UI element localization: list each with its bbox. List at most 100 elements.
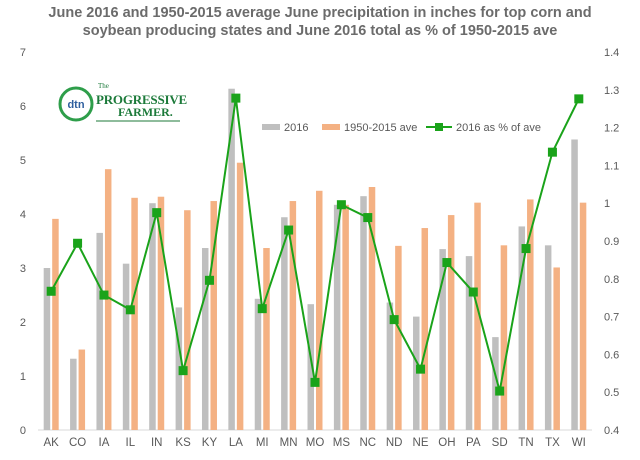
y-right-tick-label: 0.6 bbox=[604, 349, 619, 361]
y-left-tick-label: 5 bbox=[20, 155, 26, 167]
chart-title: June 2016 and 1950-2015 average June pre… bbox=[0, 4, 640, 40]
category-label-la: LA bbox=[229, 437, 243, 449]
dtn-badge-text: dtn bbox=[67, 99, 84, 111]
category-label-ks: KS bbox=[175, 437, 191, 449]
bar-2016-co bbox=[70, 358, 77, 430]
percent-marker-pa bbox=[468, 287, 478, 297]
chart-title-line-2: soybean producing states and June 2016 t… bbox=[82, 23, 558, 39]
y-right-tick-label: 0.9 bbox=[604, 236, 619, 248]
y-left-tick-label: 4 bbox=[20, 209, 26, 221]
logo-progressive: PROGRESSIVE bbox=[96, 92, 187, 107]
percent-marker-ms bbox=[336, 200, 346, 210]
bar-2016-mn bbox=[281, 217, 288, 430]
bar-ave-oh bbox=[447, 215, 455, 430]
percent-marker-ia bbox=[99, 290, 109, 300]
category-label-tn: TN bbox=[518, 437, 533, 449]
bar-2016-in bbox=[149, 203, 156, 430]
percent-marker-la bbox=[231, 93, 241, 103]
bar-ave-mn bbox=[289, 201, 297, 430]
category-label-sd: SD bbox=[492, 437, 508, 449]
bar-ave-ia bbox=[104, 169, 112, 430]
percent-marker-ky bbox=[204, 275, 214, 285]
bar-ave-mo bbox=[316, 190, 323, 430]
bar-2016-pa bbox=[465, 256, 473, 430]
category-label-mi: MI bbox=[256, 437, 269, 449]
bar-2016-ky bbox=[201, 248, 209, 430]
bar-ave-wi bbox=[579, 202, 587, 430]
legend-label-ave: 1950-2015 ave bbox=[344, 122, 417, 134]
percent-marker-nc bbox=[363, 213, 373, 223]
bar-ave-co bbox=[78, 349, 86, 430]
y-left-tick-label: 3 bbox=[20, 263, 26, 275]
bar-ave-sd bbox=[500, 245, 508, 430]
percent-marker-oh bbox=[442, 258, 452, 268]
legend-marker-pct bbox=[435, 123, 443, 131]
category-label-co: CO bbox=[69, 437, 86, 449]
category-label-tx: TX bbox=[545, 437, 560, 449]
category-label-il: IL bbox=[126, 437, 136, 449]
category-label-mn: MN bbox=[280, 437, 298, 449]
bar-ave-tx bbox=[553, 267, 560, 430]
category-label-oh: OH bbox=[438, 437, 455, 449]
bar-2016-wi bbox=[571, 139, 578, 431]
percent-marker-mi bbox=[257, 304, 267, 314]
y-right-tick-label: 1.3 bbox=[604, 85, 619, 97]
percent-marker-mn bbox=[284, 225, 294, 235]
legend-label-pct: 2016 as % of ave bbox=[456, 122, 541, 134]
y-right-tick-label: 0.5 bbox=[604, 387, 619, 399]
y-right-tick-label: 1.2 bbox=[604, 123, 619, 135]
bar-2016-il bbox=[122, 263, 130, 430]
y-left-tick-label: 6 bbox=[20, 101, 26, 113]
logo-the: The bbox=[98, 82, 109, 90]
dtn-progressive-farmer-logo: dtn The PROGRESSIVE FARMER. bbox=[58, 82, 187, 122]
category-label-pa: PA bbox=[466, 437, 481, 449]
y-right-tick-label: 1.4 bbox=[604, 47, 619, 59]
y-left-tick-label: 1 bbox=[20, 371, 26, 383]
category-label-mo: MO bbox=[306, 437, 325, 449]
dtn-badge-circle bbox=[58, 86, 94, 122]
bar-ave-ks bbox=[184, 210, 191, 430]
y-right-tick-label: 0.7 bbox=[604, 312, 619, 324]
category-label-wi: WI bbox=[572, 437, 586, 449]
percent-series-line bbox=[50, 97, 580, 392]
y-right-tick-label: 1.1 bbox=[604, 160, 619, 172]
percent-line bbox=[46, 93, 584, 396]
y-left-tick-label: 2 bbox=[20, 317, 26, 329]
bar-ave-nd bbox=[395, 245, 402, 430]
bar-ave-ne bbox=[421, 228, 429, 430]
bar-2016-nc bbox=[360, 196, 367, 430]
category-labels: AK CO IA IL IN KS KY LA MI MN MO MS NC ND NE OH PA SD TN TX… bbox=[44, 437, 586, 449]
category-label-in: IN bbox=[151, 437, 163, 449]
category-label-ne: NE bbox=[413, 437, 429, 449]
percent-marker-sd bbox=[495, 386, 505, 396]
bar-2016-tx bbox=[544, 245, 552, 430]
percent-marker-wi bbox=[574, 94, 584, 104]
chart-title-line-1: June 2016 and 1950-2015 average June pre… bbox=[48, 5, 592, 21]
legend-swatch-ave bbox=[322, 124, 340, 130]
bar-ave-ms bbox=[342, 204, 349, 430]
percent-marker-in bbox=[152, 208, 162, 218]
percent-marker-co bbox=[73, 238, 83, 248]
y-left-tick-label: 7 bbox=[20, 47, 26, 59]
bar-2016-sd bbox=[492, 337, 499, 430]
bar-2016-la bbox=[228, 88, 235, 430]
legend-swatch-2016 bbox=[262, 124, 280, 130]
percent-marker-mo bbox=[310, 377, 320, 387]
bar-2016-mi bbox=[254, 298, 262, 430]
bar-ave-in bbox=[157, 196, 165, 430]
bar-2016-oh bbox=[439, 249, 446, 430]
legend-label-2016: 2016 bbox=[284, 122, 308, 134]
legend: 2016 1950-2015 ave 2016 as % of ave bbox=[262, 122, 541, 134]
bar-2016-ak bbox=[43, 268, 51, 430]
percent-marker-ne bbox=[416, 364, 426, 374]
bar-2016-tn bbox=[518, 226, 526, 430]
category-label-ky: KY bbox=[202, 437, 218, 449]
bar-ave-ak bbox=[52, 218, 59, 430]
category-label-nd: ND bbox=[386, 437, 403, 449]
y-right-tick-label: 1 bbox=[604, 198, 610, 210]
y-left-tick-label: 0 bbox=[20, 425, 26, 437]
bar-ave-pa bbox=[474, 202, 481, 430]
bar-2016-ia bbox=[96, 232, 103, 430]
y-right-tick-label: 0.4 bbox=[604, 425, 619, 437]
bar-ave-tn bbox=[527, 199, 534, 430]
